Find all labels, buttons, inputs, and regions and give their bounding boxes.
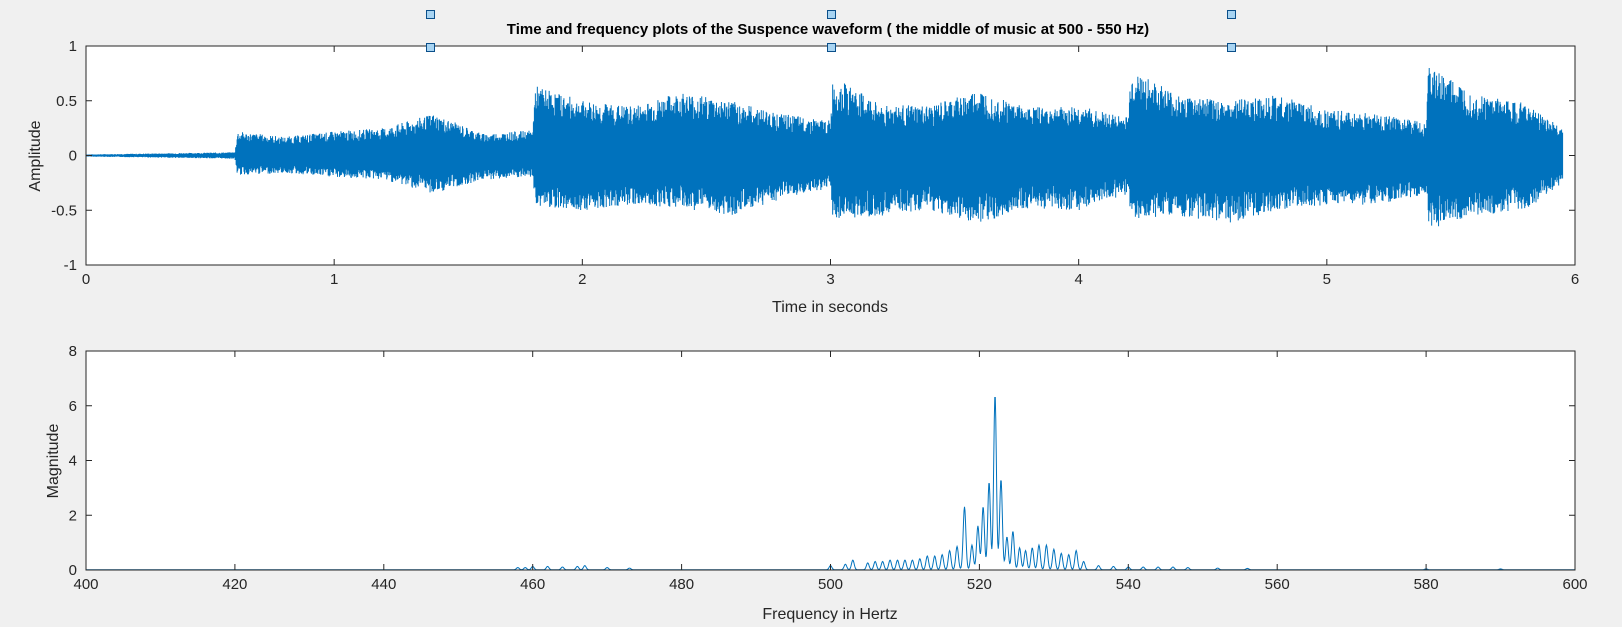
magnitude-axes[interactable]: 400 420 440 460 480 500 520 540 560 580 600 0 2 4 6 8 F…	[45, 343, 1588, 623]
y-tick-label: 6	[69, 398, 77, 415]
axes-background	[86, 351, 1575, 570]
y-axis-label: Magnitude	[45, 424, 62, 499]
y-tick-label: 2	[69, 507, 77, 524]
y-tick-label: 4	[69, 453, 77, 470]
x-tick-label: 500	[818, 576, 843, 593]
y-tick-label: 0	[69, 148, 77, 165]
x-tick-label: 520	[967, 576, 992, 593]
y-tick-label: -1	[64, 257, 77, 274]
x-tick-label: 2	[578, 271, 586, 288]
x-tick-label: 3	[826, 271, 834, 288]
y-axis-label: Amplitude	[27, 120, 44, 191]
selection-handle-bottom-center[interactable]	[827, 43, 836, 52]
x-axis-label: Time in seconds	[772, 299, 888, 316]
selection-handle-top-left[interactable]	[426, 10, 435, 19]
y-tick-label: 1	[69, 38, 77, 55]
x-tick-label: 540	[1116, 576, 1141, 593]
y-tick-label: 8	[69, 343, 77, 360]
chart-title-box[interactable]: Time and frequency plots of the Suspence…	[428, 14, 1228, 46]
axes-ticks: 400 420 440 460 480 500 520 540 560 580 600 0 2 4 6 8	[69, 343, 1588, 593]
axes-ticks: 0 1 2 3 4 5 6 -1 -0.5 0 0.5 1	[51, 38, 1579, 288]
x-tick-label: 480	[669, 576, 694, 593]
selection-handle-top-right[interactable]	[1227, 10, 1236, 19]
x-tick-label: 580	[1414, 576, 1439, 593]
selection-handle-bottom-left[interactable]	[426, 43, 435, 52]
x-tick-label: 6	[1571, 271, 1579, 288]
amplitude-axes[interactable]: 0 1 2 3 4 5 6 -1 -0.5 0 0.5 1 Time in seconds Ampli…	[27, 38, 1579, 316]
x-tick-label: 600	[1562, 576, 1587, 593]
selection-handle-bottom-right[interactable]	[1227, 43, 1236, 52]
selection-handle-top-center[interactable]	[827, 10, 836, 19]
x-tick-label: 5	[1323, 271, 1331, 288]
x-tick-label: 0	[82, 271, 90, 288]
x-tick-label: 420	[222, 576, 247, 593]
y-tick-label: 0.5	[56, 93, 77, 110]
y-tick-label: 0	[69, 562, 77, 579]
chart-title: Time and frequency plots of the Suspence…	[506, 21, 1150, 38]
x-axis-label: Frequency in Hertz	[762, 606, 897, 623]
x-tick-label: 460	[520, 576, 545, 593]
y-tick-label: -0.5	[51, 202, 77, 219]
x-tick-label: 1	[330, 271, 338, 288]
x-tick-label: 440	[371, 576, 396, 593]
x-tick-label: 4	[1074, 271, 1082, 288]
x-tick-label: 560	[1265, 576, 1290, 593]
x-tick-label: 400	[73, 576, 98, 593]
